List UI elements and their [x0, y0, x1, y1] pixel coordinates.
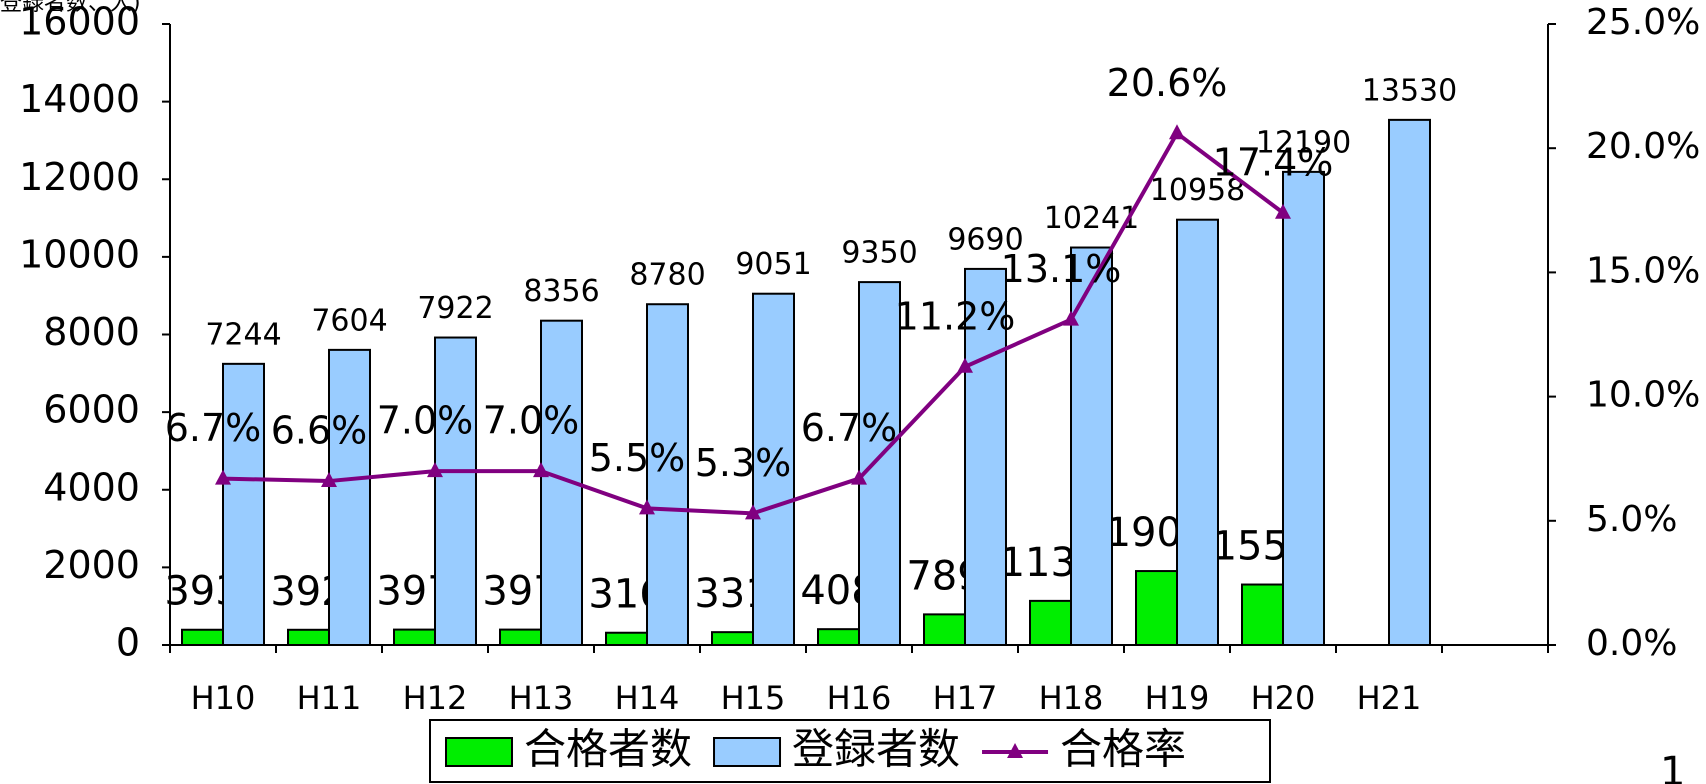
legend-label: 合格者数 [524, 725, 692, 774]
line-marker [427, 462, 443, 478]
x-tick-label: H12 [403, 679, 468, 717]
line-marker [957, 357, 973, 373]
line-value-label: 20.6% [1107, 61, 1228, 105]
bar-value-label: 8356 [523, 274, 599, 309]
y-tick-label: 0 [116, 621, 140, 665]
bar [646, 303, 689, 646]
line-value-label: 5.3% [695, 441, 792, 485]
y2-tick-label: 25.0% [1586, 2, 1700, 43]
y-tick-label: 10000 [19, 232, 140, 276]
legend-swatch [445, 737, 513, 767]
x-tick-label: H21 [1357, 679, 1422, 717]
bar-value-label: 10958 [1150, 173, 1245, 208]
x-tick-label: H14 [615, 679, 680, 717]
line-value-label: 11.2% [895, 294, 1016, 338]
y-tick-label: 14000 [19, 77, 140, 121]
bar [858, 281, 901, 646]
page-number: 1 [1660, 749, 1685, 784]
line-value-label: 6.6% [271, 409, 368, 453]
line-marker [321, 472, 337, 488]
bar [434, 336, 477, 646]
bar [752, 292, 795, 646]
bar [499, 628, 542, 646]
legend-box [429, 719, 1271, 783]
x-tick-label: H17 [933, 679, 998, 717]
bar [1388, 118, 1431, 646]
bar-value-label: 7244 [205, 317, 281, 352]
bar-value-label: 12190 [1256, 125, 1351, 160]
bar-value-label: 7604 [311, 303, 387, 338]
legend-label: 登録者数 [792, 725, 960, 774]
bar [1241, 583, 1284, 647]
y-tick-label: 16000 [19, 0, 140, 44]
bar [605, 631, 648, 646]
line-marker [639, 499, 655, 515]
bar-value-label: 10241 [1044, 201, 1139, 236]
line-marker [533, 462, 549, 478]
x-tick-label: H19 [1145, 679, 1210, 717]
y-tick-label: 8000 [43, 310, 140, 354]
bar-value-label: 13530 [1362, 73, 1457, 108]
bar [1282, 170, 1325, 647]
x-tick-label: H11 [297, 679, 362, 717]
x-tick-label: H18 [1039, 679, 1104, 717]
line-value-label: 6.7% [165, 406, 262, 450]
bar [222, 362, 265, 646]
bar [328, 348, 371, 646]
bar [1135, 570, 1178, 647]
line-value-label: 13.1% [1001, 247, 1122, 291]
y2-tick-label: 15.0% [1586, 250, 1700, 291]
x-tick-label: H20 [1251, 679, 1316, 717]
line-marker [1063, 310, 1079, 326]
y-tick-label: 12000 [19, 155, 140, 199]
x-tick-label: H13 [509, 679, 574, 717]
bar-value-label: 7922 [417, 291, 493, 326]
bar-value-label: 9051 [735, 247, 811, 282]
line-value-label: 5.5% [589, 436, 686, 480]
y2-tick-label: 20.0% [1586, 126, 1700, 167]
line-marker [745, 504, 761, 520]
bar [1070, 246, 1113, 647]
y2-tick-label: 0.0% [1586, 623, 1677, 664]
bar [540, 319, 583, 646]
legend-label: 合格率 [1060, 725, 1186, 774]
y-tick-label: 6000 [43, 388, 140, 432]
line-marker [851, 469, 867, 485]
bar [287, 628, 330, 647]
legend-swatch [713, 737, 782, 767]
bar-value-label: 9690 [947, 222, 1023, 257]
y2-tick-label: 10.0% [1586, 375, 1700, 416]
line-value-label: 7.0% [483, 399, 580, 443]
bar [181, 628, 224, 647]
line-value-label: 7.0% [377, 399, 474, 443]
y-axis-label: 登録者数、人) [0, 0, 141, 16]
bar [1029, 599, 1072, 646]
x-tick-label: H15 [721, 679, 786, 717]
line-value-label: 6.7% [801, 406, 898, 450]
bar [1176, 218, 1219, 646]
line-value-label: 17.4% [1213, 140, 1334, 184]
bar [964, 267, 1007, 646]
bar [923, 613, 966, 647]
bar-value-label: 8780 [629, 258, 705, 293]
line-marker [1275, 203, 1291, 219]
bar [817, 628, 860, 646]
x-tick-label: H10 [191, 679, 256, 717]
bar [393, 628, 436, 646]
bar [711, 631, 754, 647]
y2-tick-label: 5.0% [1586, 499, 1677, 540]
line-marker [1169, 124, 1185, 140]
y-tick-label: 2000 [43, 543, 140, 587]
x-tick-label: H16 [827, 679, 892, 717]
legend-marker [1007, 743, 1024, 758]
line-marker [215, 469, 231, 485]
y-tick-label: 4000 [43, 465, 140, 509]
bar-value-label: 9350 [841, 236, 917, 271]
